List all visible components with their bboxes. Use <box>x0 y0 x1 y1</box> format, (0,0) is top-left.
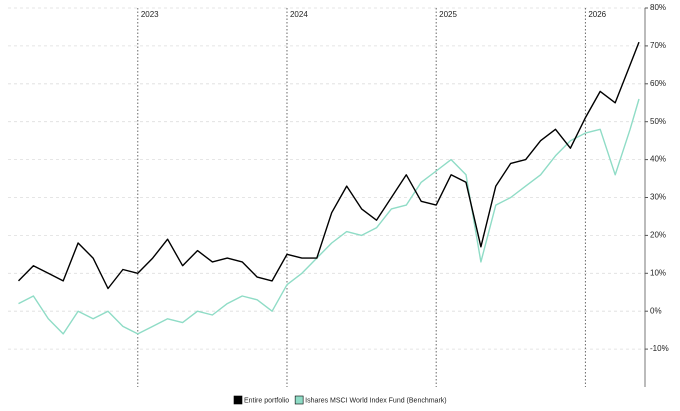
y-tick-label: 0% <box>650 306 662 315</box>
y-tick-label: 10% <box>650 268 666 277</box>
x-tick-label: 2024 <box>290 10 308 19</box>
series-line <box>18 98 640 335</box>
x-tick-label: 2025 <box>439 10 457 19</box>
y-tick-label: 50% <box>650 117 666 126</box>
x-tick-label: 2023 <box>141 10 159 19</box>
legend-swatch <box>233 395 243 405</box>
y-tick-label: 60% <box>650 79 666 88</box>
legend-label: Entire portfolio <box>244 397 289 404</box>
y-tick-label: 30% <box>650 193 666 202</box>
y-tick-label: -10% <box>650 344 669 353</box>
series-line <box>18 41 640 290</box>
legend-label: Ishares MSCI World Index Fund (Benchmark… <box>305 397 446 404</box>
y-tick-label: 80% <box>650 3 666 12</box>
legend-swatch <box>294 395 304 405</box>
y-tick-label: 20% <box>650 231 666 240</box>
y-tick-label: 70% <box>650 41 666 50</box>
x-tick-label: 2026 <box>588 10 606 19</box>
y-tick-label: 40% <box>650 155 666 164</box>
